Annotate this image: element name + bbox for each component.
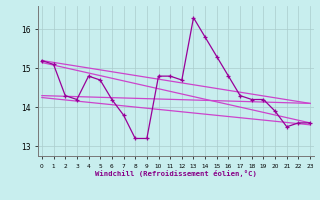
X-axis label: Windchill (Refroidissement éolien,°C): Windchill (Refroidissement éolien,°C) [95,170,257,177]
